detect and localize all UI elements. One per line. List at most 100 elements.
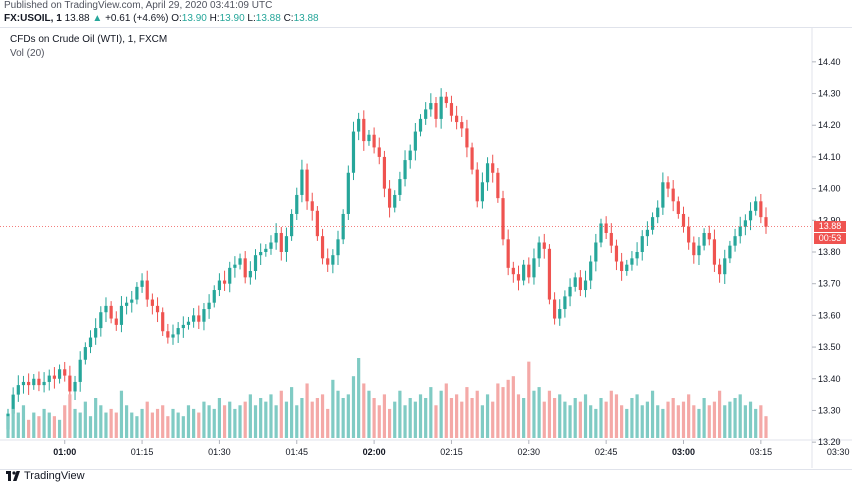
candle-body (661, 182, 665, 208)
price-chart[interactable]: 14.40 14.30 14.20 14.10 14.00 13.90 13.80 13.70… (0, 28, 852, 468)
candle-body (99, 312, 103, 329)
change-value: +0.61 (+4.6%) (105, 13, 169, 24)
y-tick-label: 13.80 (818, 247, 841, 257)
volume-bar (656, 405, 660, 438)
candle-body (279, 232, 283, 252)
candle-body (537, 242, 541, 259)
candle-body (367, 134, 371, 142)
volume-bar (207, 405, 211, 438)
candle-body (305, 169, 309, 202)
high-value: 13.90 (219, 13, 245, 24)
candle-body (687, 226, 691, 243)
candle-body (733, 236, 737, 246)
volume-bar (743, 405, 747, 438)
volume-bar (264, 401, 268, 438)
volume-bar (480, 405, 484, 438)
volume-bar (248, 394, 252, 438)
candle-body (197, 315, 201, 322)
volume-bar (645, 401, 649, 438)
candle-body (620, 261, 624, 272)
countdown-badge: 00:53 (814, 232, 846, 244)
y-tick-label: 14.40 (818, 57, 841, 67)
candle-body (398, 179, 402, 195)
volume-bar (94, 398, 98, 438)
candle-body (135, 286, 139, 300)
volume-bar (738, 394, 742, 438)
candle-body (527, 264, 531, 278)
candle-body (290, 213, 294, 237)
candle-body (372, 134, 376, 148)
candle-body (418, 118, 423, 132)
volume-bar (692, 405, 696, 438)
volume-bar (351, 376, 356, 438)
volume-bar (609, 390, 613, 438)
volume-bar (253, 405, 258, 438)
volume-bar (455, 394, 459, 438)
candle-body (413, 131, 417, 151)
y-tick-label: 14.00 (818, 184, 841, 194)
candle-body (202, 309, 206, 322)
volume-bar (372, 398, 376, 438)
candle-body (439, 96, 443, 119)
candle-body (501, 198, 505, 240)
candle-body (248, 271, 252, 278)
up-triangle-icon: ▲ (92, 13, 103, 24)
candle-body (171, 334, 175, 338)
volume-bar (620, 405, 624, 438)
volume-bar (295, 405, 299, 438)
last-price-badge: 13.88 (814, 220, 846, 232)
volume-bar (393, 401, 397, 438)
volume-bar (522, 398, 526, 438)
volume-bar (460, 401, 464, 438)
candle-body (145, 280, 149, 300)
close-label: C: (283, 13, 294, 24)
volume-bar (676, 405, 680, 438)
candle-body (310, 201, 314, 211)
volume-bar (424, 398, 428, 438)
volume-bar (326, 408, 330, 438)
x-tick-label: 01:30 (208, 447, 231, 457)
volume-bar (217, 398, 222, 438)
candle-body (114, 318, 118, 325)
candle-body (37, 378, 41, 386)
candle-body (32, 378, 36, 386)
candle-body (181, 324, 185, 329)
y-tick-label: 13.20 (818, 437, 841, 447)
candle-body (57, 369, 62, 379)
volume-bar (516, 394, 521, 438)
candle-body (269, 242, 273, 249)
candle-body (228, 267, 232, 284)
volume-bar (733, 398, 737, 438)
candle-body (243, 258, 247, 278)
candle-body (63, 369, 67, 376)
volume-bar (357, 358, 361, 438)
candle-body (594, 242, 598, 262)
candle-body (161, 312, 165, 332)
candle-body (434, 103, 438, 119)
volume-bar (408, 398, 412, 438)
candle-body (125, 302, 129, 306)
candle-body (599, 223, 603, 243)
candle-body (109, 305, 113, 319)
candle-body (522, 264, 526, 281)
candle-body (253, 255, 258, 272)
candle-body (357, 118, 361, 132)
volume-bar (104, 412, 108, 438)
volume-bar (418, 394, 423, 438)
volume-bar (413, 401, 417, 438)
candle-body (552, 299, 557, 319)
quote-line: FX:USOIL, 1 13.88 ▲ +0.61 (+4.6%) O:13.9… (4, 13, 319, 24)
volume-bar (32, 412, 36, 438)
volume-bar (274, 405, 278, 438)
candle-body (475, 169, 479, 202)
candle-body (362, 118, 366, 142)
candle-body (217, 280, 222, 291)
x-tick-label: 02:00 (363, 447, 386, 457)
volume-bar (444, 383, 448, 438)
candle-body (666, 182, 670, 189)
volume-bar (212, 408, 216, 438)
volume-bar (547, 390, 552, 438)
low-label: L: (247, 13, 256, 24)
volume-bar (233, 408, 237, 438)
volume-bar (604, 401, 608, 438)
